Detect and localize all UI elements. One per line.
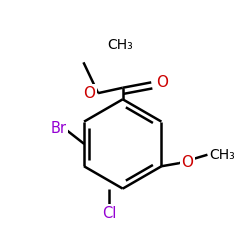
Text: CH₃: CH₃ — [209, 148, 235, 162]
Text: Br: Br — [50, 121, 66, 136]
Text: O: O — [83, 86, 95, 101]
Text: Cl: Cl — [102, 206, 116, 220]
Text: O: O — [156, 75, 168, 90]
Text: CH₃: CH₃ — [108, 38, 133, 52]
Text: O: O — [181, 155, 193, 170]
